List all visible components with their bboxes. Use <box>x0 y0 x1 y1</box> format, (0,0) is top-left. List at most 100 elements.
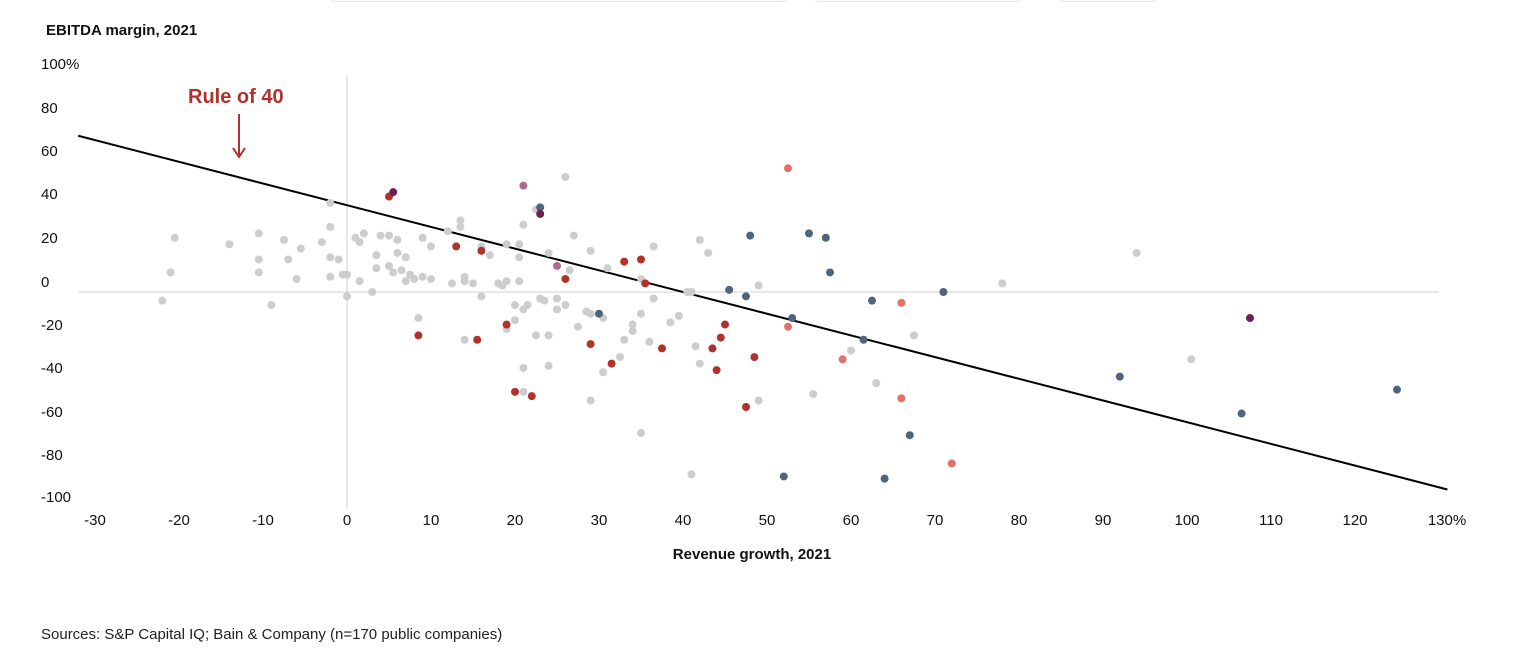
data-point-gray <box>519 220 528 229</box>
data-point-gray <box>418 233 427 242</box>
data-point-gray <box>1132 248 1141 257</box>
data-point-red <box>586 340 595 349</box>
data-point-red <box>750 353 759 362</box>
data-point-gray <box>158 296 167 305</box>
data-point-gray <box>397 266 406 275</box>
data-point-gray <box>410 274 419 283</box>
data-point-gray <box>502 277 511 286</box>
data-point-gray <box>460 277 469 286</box>
data-point-gray <box>649 242 658 251</box>
data-point-gray <box>637 429 645 438</box>
data-point-red <box>511 387 519 396</box>
x-tick-label: 0 <box>342 512 352 529</box>
data-point-gray <box>519 387 528 396</box>
data-point-gray <box>649 294 658 303</box>
x-tick-label: 90 <box>1094 512 1112 529</box>
data-point-red <box>502 320 511 329</box>
data-point-gray <box>296 244 305 253</box>
x-axis-title: Revenue growth, 2021 <box>672 546 832 563</box>
data-point-slate <box>821 233 830 242</box>
data-point-red <box>641 279 650 288</box>
data-point-slate <box>725 285 734 294</box>
data-point-gray <box>695 235 704 244</box>
y-tick-label: -80 <box>41 447 63 464</box>
data-point-plum <box>536 209 545 218</box>
data-point-slate <box>746 231 755 240</box>
y-tick-label: 60 <box>41 143 58 160</box>
data-point-gray <box>628 320 637 329</box>
x-tick-label: 20 <box>506 512 524 529</box>
data-point-red <box>452 242 461 251</box>
y-axis-title: EBITDA margin, 2021 <box>46 22 198 39</box>
data-point-gray <box>515 240 524 249</box>
data-point-gray <box>401 253 410 262</box>
data-point-gray <box>872 379 881 388</box>
data-point-red <box>607 359 616 368</box>
data-point-gray <box>326 199 335 208</box>
data-point-slate <box>742 292 750 301</box>
data-point-slate <box>880 474 889 483</box>
data-point-red <box>721 320 729 329</box>
data-point-gray <box>998 279 1007 288</box>
x-tick-label: -10 <box>252 512 274 529</box>
y-tick-label: 40 <box>41 186 58 203</box>
data-point-gray <box>691 342 700 351</box>
data-point-gray <box>326 222 335 231</box>
data-point-gray <box>586 246 595 255</box>
data-point-gray <box>515 253 524 262</box>
x-tick-label: 130% <box>1427 512 1467 529</box>
data-point-gray <box>553 294 561 303</box>
data-point-gray <box>225 240 234 249</box>
data-point-gray <box>511 316 519 325</box>
y-tick-label: -40 <box>41 360 63 377</box>
data-point-red <box>414 331 423 340</box>
data-point-gray <box>385 261 393 270</box>
data-point-gray <box>586 309 595 318</box>
data-point-gray <box>267 301 276 310</box>
data-point-gray <box>620 335 629 344</box>
data-point-gray <box>754 281 763 290</box>
data-point-gray <box>456 216 465 225</box>
x-tick-label: -30 <box>84 512 106 529</box>
data-point-gray <box>569 231 578 240</box>
data-point-gray <box>553 305 561 314</box>
y-tick-label: -100 <box>41 489 72 506</box>
data-point-slate <box>1115 372 1124 381</box>
data-point-gray <box>695 359 704 368</box>
data-point-gray <box>485 251 494 260</box>
data-point-gray <box>254 268 263 277</box>
data-point-gray <box>317 238 326 247</box>
data-point-gray <box>645 337 654 346</box>
data-point-gray <box>170 233 179 242</box>
data-point-gray <box>561 301 570 310</box>
x-tick-label: 110 <box>1259 512 1283 529</box>
data-point-plum <box>389 188 398 197</box>
x-tick-label: -20 <box>168 512 190 529</box>
data-point-gray <box>254 229 263 238</box>
data-point-gray <box>280 235 288 244</box>
data-point-gray <box>666 318 675 327</box>
data-point-red <box>527 392 536 401</box>
data-point-gray <box>586 396 595 405</box>
y-tick-label: 20 <box>41 230 58 247</box>
data-point-gray <box>326 272 335 281</box>
y-tick-label: 100% <box>41 56 80 73</box>
data-point-gray <box>599 368 608 377</box>
data-point-gray <box>393 248 402 257</box>
data-point-mauve <box>519 181 528 190</box>
data-point-red <box>712 366 721 375</box>
data-point-gray <box>469 279 477 288</box>
data-point-salmon <box>897 298 906 307</box>
data-point-red <box>561 274 570 283</box>
source-note: Sources: S&P Capital IQ; Bain & Company … <box>41 626 503 643</box>
data-point-gray <box>628 327 637 336</box>
data-point-salmon <box>947 459 956 468</box>
data-point-gray <box>427 274 435 283</box>
data-point-gray <box>544 331 553 340</box>
data-point-red <box>742 403 750 412</box>
data-point-gray <box>355 277 364 286</box>
data-point-slate <box>595 309 603 318</box>
data-point-gray <box>687 288 696 296</box>
x-tick-label: 50 <box>758 512 776 529</box>
